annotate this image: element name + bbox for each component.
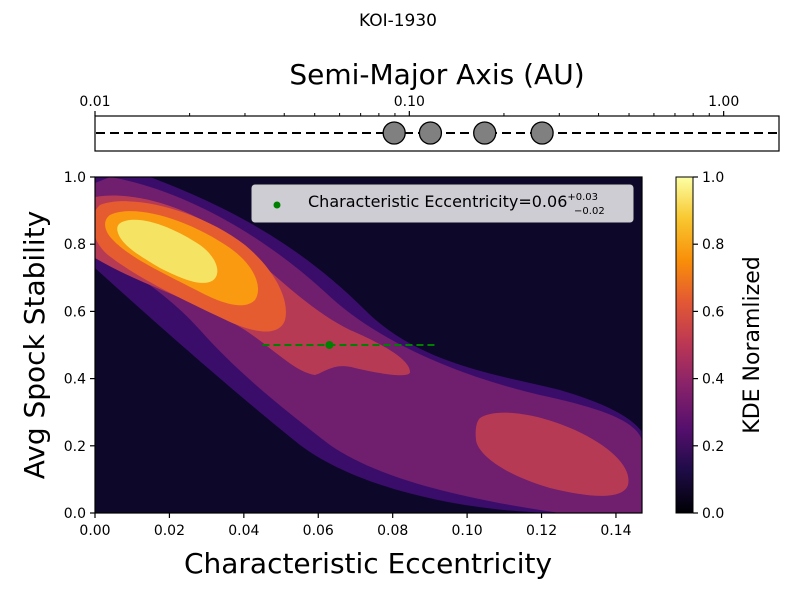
sma-tick-label: 0.01 [79, 94, 110, 110]
colorbar-tick-label: 0.2 [702, 439, 724, 455]
colorbar-tick-group: 0.0 0.2 0.4 0.6 0.8 1.0 [693, 170, 724, 522]
x-tick-label: 0.12 [526, 523, 557, 539]
colorbar: 0.0 0.2 0.4 0.6 0.8 1.0 KDE Noramlized [675, 170, 765, 522]
contour-level-6 [117, 219, 218, 283]
eccentricity-estimate [262, 341, 438, 349]
colorbar-tick-label: 0.0 [702, 506, 724, 522]
x-tick-label: 0.14 [600, 523, 631, 539]
x-tick-label: 0.08 [377, 523, 408, 539]
legend-label-main: Characteristic Eccentricity=0.06 [308, 192, 567, 211]
y-tick-label: 1.0 [64, 170, 86, 186]
colorbar-tick-label: 1.0 [702, 170, 724, 186]
planet-marker [382, 121, 406, 145]
sma-axes-frame [94, 115, 780, 152]
colorbar-gradient [675, 176, 694, 514]
planet-marker [418, 121, 443, 145]
legend-label: Characteristic Eccentricity=0.06+0.03 −0.… [308, 192, 605, 217]
y-axis-label: Avg Spock Stability [18, 211, 51, 480]
contour-level-3-low [475, 412, 629, 496]
sma-axis-label: Semi-Major Axis (AU) [289, 58, 584, 91]
y-tick-label: 0.0 [64, 506, 86, 522]
y-tick-label: 0.8 [64, 237, 86, 253]
kde-heatmap-panel: Characteristic Eccentricity=0.06+0.03 −0.… [18, 170, 643, 580]
figure-title: KOI-1930 [359, 11, 437, 31]
y-tick-label: 0.6 [64, 304, 86, 320]
legend-label-sub: −0.02 [574, 206, 605, 217]
planet-markers [382, 121, 554, 145]
eccentricity-point [325, 341, 334, 349]
y-tick-label: 0.2 [64, 439, 86, 455]
x-tick-label: 0.10 [452, 523, 483, 539]
x-tick-label: 0.00 [79, 523, 110, 539]
colorbar-tick-label: 0.8 [702, 237, 724, 253]
sma-tick-group: 0.01 0.10 1.00 [79, 94, 739, 116]
colorbar-tick-label: 0.4 [702, 372, 724, 388]
colorbar-label: KDE Noramlized [740, 256, 765, 433]
legend-marker [273, 201, 281, 209]
sma-tick-label: 0.10 [394, 94, 425, 110]
x-tick-label: 0.06 [303, 523, 334, 539]
colorbar-tick-label: 0.6 [702, 304, 724, 320]
planet-marker [530, 121, 554, 145]
planet-marker [473, 121, 497, 145]
heatmap-axes-frame [94, 176, 643, 514]
x-axis-label: Characteristic Eccentricity [184, 547, 552, 580]
legend-label-sup: +0.03 [567, 192, 598, 203]
semi-major-axis-panel: Semi-Major Axis (AU) 0.01 0.10 1.00 [79, 58, 780, 152]
y-tick-label: 0.4 [64, 372, 86, 388]
x-tick-label: 0.02 [154, 523, 185, 539]
x-tick-label: 0.04 [228, 523, 259, 539]
x-tick-group: 0.00 0.02 0.04 0.06 0.08 0.10 0.12 0.14 [79, 513, 632, 539]
sma-tick-label: 1.00 [708, 94, 739, 110]
y-tick-group: 0.0 0.2 0.4 0.6 0.8 1.0 [64, 170, 95, 522]
legend: Characteristic Eccentricity=0.06+0.03 −0.… [251, 184, 634, 223]
legend-box [251, 184, 634, 223]
